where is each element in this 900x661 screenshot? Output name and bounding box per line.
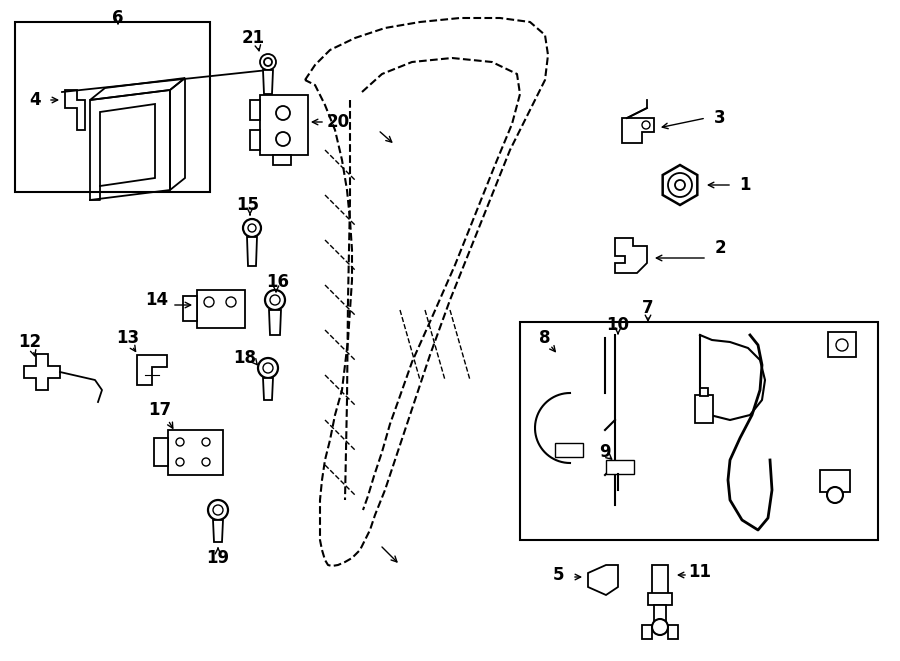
Bar xyxy=(820,470,850,492)
Bar xyxy=(250,100,260,120)
Circle shape xyxy=(264,58,272,66)
Circle shape xyxy=(675,180,685,190)
Text: 1: 1 xyxy=(739,176,751,194)
Text: 12: 12 xyxy=(18,333,41,351)
Text: 15: 15 xyxy=(237,196,259,214)
Bar xyxy=(168,430,223,475)
Circle shape xyxy=(642,121,650,129)
Text: 5: 5 xyxy=(553,566,563,584)
Circle shape xyxy=(827,487,843,503)
Bar xyxy=(648,593,672,605)
Bar xyxy=(183,296,197,321)
Text: 11: 11 xyxy=(688,563,712,581)
Text: 13: 13 xyxy=(116,329,140,347)
Text: 3: 3 xyxy=(715,109,725,127)
Bar xyxy=(520,322,878,540)
Polygon shape xyxy=(662,165,698,205)
Circle shape xyxy=(213,505,223,515)
Circle shape xyxy=(836,339,848,351)
Circle shape xyxy=(270,295,280,305)
Circle shape xyxy=(176,458,184,466)
Text: 19: 19 xyxy=(206,549,230,567)
Text: 7: 7 xyxy=(643,299,653,317)
Text: 20: 20 xyxy=(327,113,349,131)
Text: 2: 2 xyxy=(715,239,725,257)
Text: 16: 16 xyxy=(266,273,290,291)
Circle shape xyxy=(265,290,285,310)
Text: 10: 10 xyxy=(607,316,629,334)
Bar xyxy=(828,332,856,357)
Circle shape xyxy=(668,173,692,197)
Polygon shape xyxy=(263,70,273,94)
Circle shape xyxy=(208,500,228,520)
Polygon shape xyxy=(263,378,273,400)
Bar xyxy=(555,443,583,457)
Text: 8: 8 xyxy=(539,329,551,347)
Circle shape xyxy=(204,297,214,307)
Bar xyxy=(652,565,668,595)
Bar xyxy=(642,625,652,639)
Text: 14: 14 xyxy=(146,291,168,309)
Bar xyxy=(273,155,291,165)
Bar xyxy=(654,605,666,627)
Text: 6: 6 xyxy=(112,9,124,27)
Bar xyxy=(606,460,634,474)
Circle shape xyxy=(202,438,210,446)
Circle shape xyxy=(263,363,273,373)
Polygon shape xyxy=(213,520,223,542)
Circle shape xyxy=(260,54,276,70)
Circle shape xyxy=(258,358,278,378)
Text: 4: 4 xyxy=(29,91,40,109)
Text: 18: 18 xyxy=(233,349,256,367)
Polygon shape xyxy=(247,237,257,266)
Text: 21: 21 xyxy=(241,29,265,47)
Bar xyxy=(154,438,168,466)
Bar xyxy=(197,290,245,328)
Bar xyxy=(700,388,708,396)
Bar xyxy=(250,130,260,150)
Circle shape xyxy=(226,297,236,307)
Text: 17: 17 xyxy=(148,401,172,419)
Circle shape xyxy=(248,224,256,232)
Bar xyxy=(15,22,210,192)
Circle shape xyxy=(176,438,184,446)
Circle shape xyxy=(276,132,290,146)
Bar xyxy=(260,95,308,155)
Circle shape xyxy=(202,458,210,466)
Circle shape xyxy=(276,106,290,120)
Text: 9: 9 xyxy=(599,443,611,461)
Bar xyxy=(668,625,678,639)
Polygon shape xyxy=(269,310,281,335)
Circle shape xyxy=(652,619,668,635)
Circle shape xyxy=(243,219,261,237)
Bar xyxy=(695,395,713,423)
